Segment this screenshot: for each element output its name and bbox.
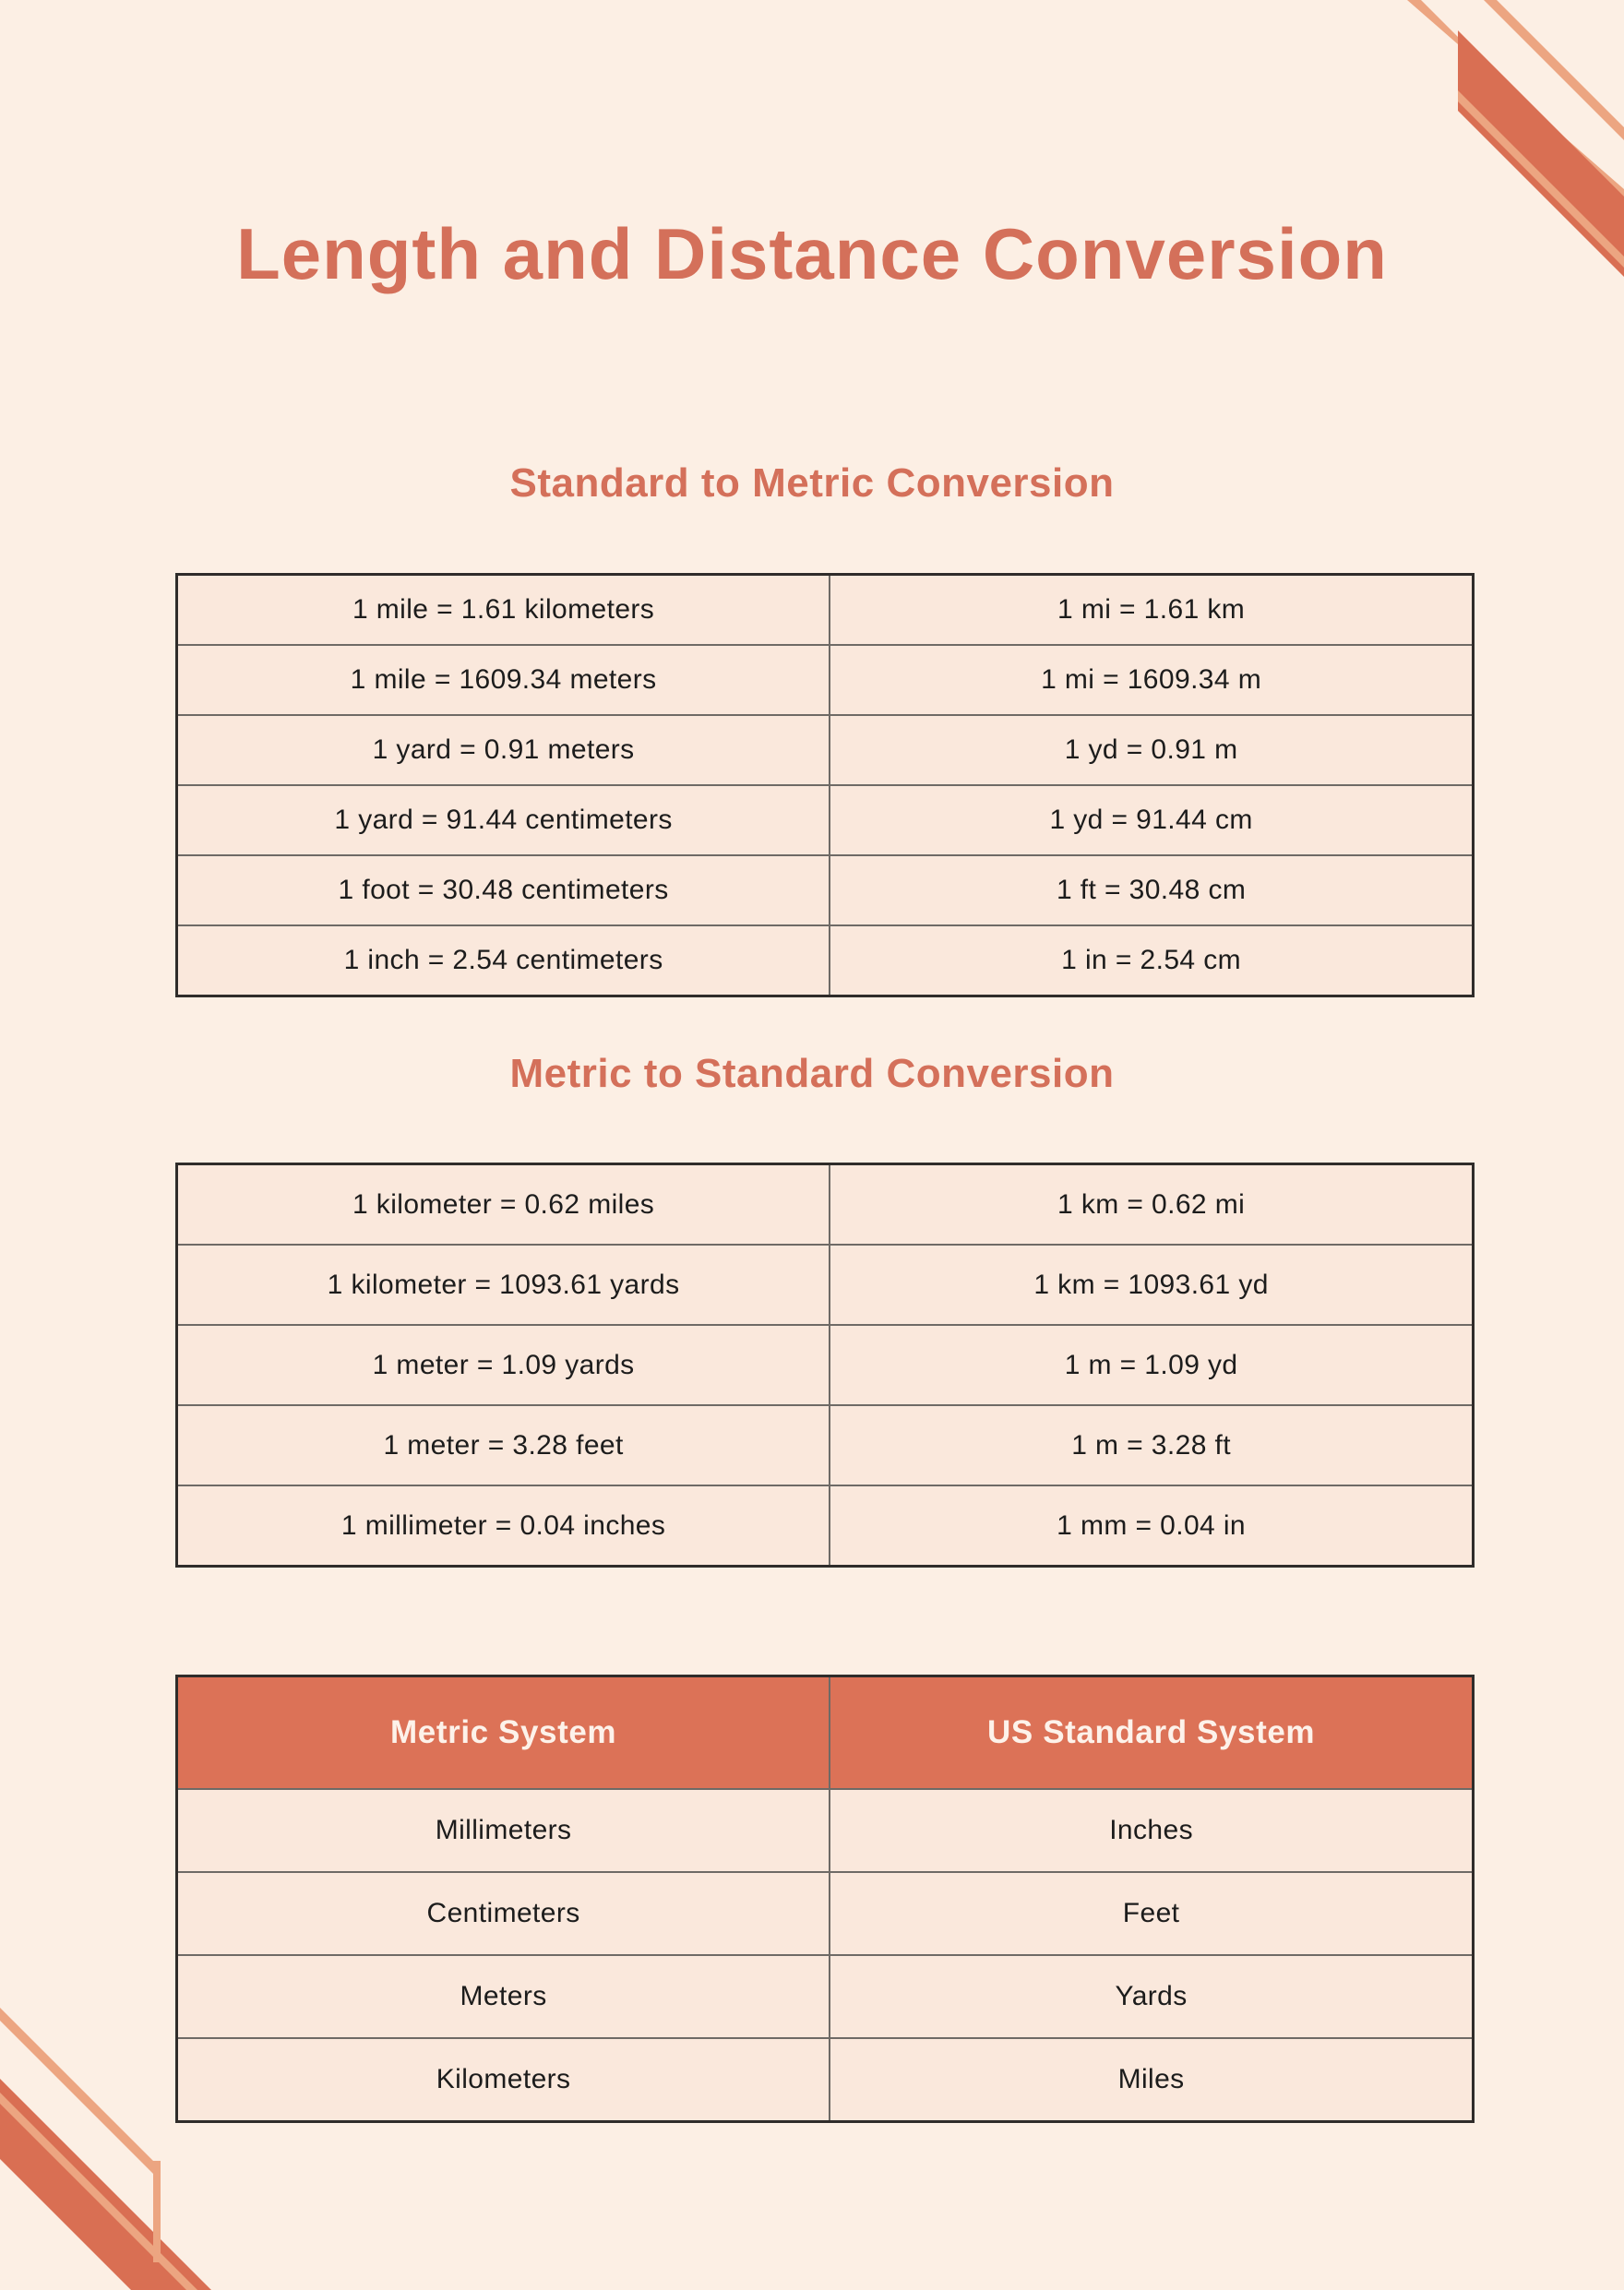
conversion-cell-long: 1 foot = 30.48 centimeters — [338, 875, 669, 905]
conversion-cell-abbrev: 1 mi = 1.61 km — [829, 576, 1472, 644]
diagonal-inner-stripe — [0, 2093, 197, 2290]
column-header-metric-system: Metric System — [178, 1677, 830, 1788]
table-row: 1 inch = 2.54 centimeters 1 in = 2.54 cm — [178, 924, 1472, 995]
us-unit-cell: Inches — [829, 1790, 1472, 1871]
conversion-cell-abbrev: 1 yd = 0.91 m — [829, 716, 1472, 784]
conversion-cell-abbrev: 1 yd = 91.44 cm — [829, 786, 1472, 854]
corner-decoration-bottom-left — [0, 2008, 211, 2290]
table-row: 1 mile = 1.61 kilometers 1 mi = 1.61 km — [178, 576, 1472, 644]
table-row: 1 millimeter = 0.04 inches 1 mm = 0.04 i… — [178, 1485, 1472, 1565]
metric-unit-cell: Millimeters — [435, 1815, 572, 1845]
conversion-cell-long: 1 meter = 3.28 feet — [383, 1429, 624, 1461]
section-heading-standard-to-metric: Standard to Metric Conversion — [509, 460, 1115, 506]
table-row: Centimeters Feet — [178, 1871, 1472, 1954]
conversion-cell-long: 1 yard = 0.91 meters — [372, 734, 635, 765]
diagonal-inner-stripe — [1458, 90, 1624, 268]
table-row: 1 yard = 0.91 meters 1 yd = 0.91 m — [178, 714, 1472, 784]
metric-unit-cell: Meters — [460, 1981, 547, 2011]
diagonal-outer-stripe — [1484, 0, 1624, 140]
conversion-cell-long: 1 kilometer = 1093.61 yards — [327, 1269, 680, 1300]
conversion-cell-abbrev: 1 mm = 0.04 in — [829, 1486, 1472, 1565]
us-unit-cell: Miles — [829, 2039, 1472, 2120]
table-row: 1 yard = 91.44 centimeters 1 yd = 91.44 … — [178, 784, 1472, 854]
us-unit-cell: Yards — [829, 1956, 1472, 2037]
table-header-row: Metric System US Standard System — [178, 1677, 1472, 1788]
table-row: 1 kilometer = 1093.61 yards 1 km = 1093.… — [178, 1244, 1472, 1324]
metric-to-standard-table: 1 kilometer = 0.62 miles 1 km = 0.62 mi … — [175, 1163, 1475, 1568]
system-comparison-table: Metric System US Standard System Millime… — [175, 1675, 1475, 2123]
conversion-cell-long: 1 mile = 1.61 kilometers — [352, 594, 655, 625]
section-heading-metric-to-standard: Metric to Standard Conversion — [509, 1051, 1115, 1096]
metric-unit-cell: Kilometers — [436, 2064, 571, 2094]
conversion-cell-abbrev: 1 km = 0.62 mi — [829, 1165, 1472, 1244]
table-row: Meters Yards — [178, 1954, 1472, 2037]
conversion-cell-long: 1 mile = 1609.34 meters — [350, 664, 657, 695]
us-unit-cell: Feet — [829, 1873, 1472, 1954]
stripe-end-vertical-cap — [153, 2161, 161, 2262]
conversion-cell-abbrev: 1 mi = 1609.34 m — [829, 646, 1472, 714]
conversion-cell-abbrev: 1 m = 1.09 yd — [829, 1326, 1472, 1404]
corner-decoration-top-right — [1407, 0, 1624, 277]
table-row: Kilometers Miles — [178, 2037, 1472, 2120]
standard-to-metric-table: 1 mile = 1.61 kilometers 1 mi = 1.61 km … — [175, 573, 1475, 997]
conversion-cell-abbrev: 1 ft = 30.48 cm — [829, 856, 1472, 924]
conversion-cell-long: 1 millimeter = 0.04 inches — [340, 1509, 666, 1541]
metric-unit-cell: Centimeters — [426, 1898, 580, 1928]
table-row: 1 meter = 1.09 yards 1 m = 1.09 yd — [178, 1324, 1472, 1404]
conversion-cell-abbrev: 1 in = 2.54 cm — [829, 926, 1472, 995]
diagonal-thin-stripe — [0, 2008, 153, 2174]
table-row: 1 foot = 30.48 centimeters 1 ft = 30.48 … — [178, 854, 1472, 924]
conversion-cell-long: 1 meter = 1.09 yards — [372, 1349, 635, 1380]
table-row: 1 kilometer = 0.62 miles 1 km = 0.62 mi — [178, 1165, 1472, 1244]
conversion-cell-abbrev: 1 m = 3.28 ft — [829, 1406, 1472, 1485]
conversion-cell-long: 1 yard = 91.44 centimeters — [334, 805, 673, 835]
table-row: Millimeters Inches — [178, 1788, 1472, 1871]
table-row: 1 meter = 3.28 feet 1 m = 3.28 ft — [178, 1404, 1472, 1485]
conversion-cell-abbrev: 1 km = 1093.61 yd — [829, 1246, 1472, 1324]
column-header-us-standard-system: US Standard System — [829, 1677, 1472, 1788]
conversion-cell-long: 1 kilometer = 0.62 miles — [352, 1188, 655, 1220]
table-row: 1 mile = 1609.34 meters 1 mi = 1609.34 m — [178, 644, 1472, 714]
page-title: Length and Distance Conversion — [236, 213, 1388, 294]
conversion-cell-long: 1 inch = 2.54 centimeters — [343, 945, 663, 975]
